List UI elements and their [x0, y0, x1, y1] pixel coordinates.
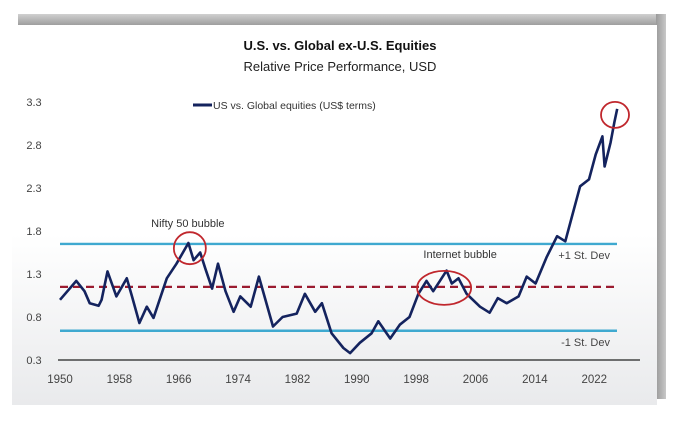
std-dev-label: -1 St. Dev: [561, 337, 610, 349]
frame-shadow-right: [656, 14, 666, 399]
y-tick-label: 0.3: [26, 355, 41, 367]
nifty-bubble-circle: [172, 231, 207, 266]
x-tick-label: 1958: [107, 374, 133, 386]
y-tick-label: 3.3: [26, 97, 41, 109]
x-tick-label: 2014: [522, 374, 548, 386]
y-tick-label: 1.8: [26, 226, 41, 238]
internet-bubble-circle: [416, 269, 473, 306]
legend: US vs. Global equities (US$ terms): [193, 100, 376, 112]
x-tick-label: 1966: [166, 374, 192, 386]
nifty-bubble-label: Nifty 50 bubble: [151, 218, 224, 230]
frame-shadow-top: [18, 14, 666, 26]
x-tick-label: 1950: [47, 374, 73, 386]
reference-lines: +1 St. Dev -1 St. Dev: [60, 242, 617, 349]
chart-card: [12, 25, 657, 405]
y-tick-label: 2.8: [26, 140, 41, 152]
y-tick-label: 2.3: [26, 183, 41, 195]
x-tick-label: 1982: [285, 374, 311, 386]
x-tick-label: 1998: [403, 374, 429, 386]
x-tick-label: 1990: [344, 374, 370, 386]
annotations: Nifty 50 bubble Internet bubble: [151, 101, 630, 306]
x-tick-label: 1974: [225, 374, 251, 386]
chart-subtitle: Relative Price Performance, USD: [244, 59, 437, 74]
x-tick-label: 2022: [581, 374, 607, 386]
x-tick-label: 2006: [463, 374, 489, 386]
legend-label: US vs. Global equities (US$ terms): [213, 100, 376, 112]
chart-title: U.S. vs. Global ex-U.S. Equities: [244, 38, 437, 53]
internet-bubble-label: Internet bubble: [423, 249, 496, 261]
series-line: [59, 108, 619, 355]
current-level-circle: [600, 101, 630, 129]
std-dev-label: +1 St. Dev: [558, 250, 610, 262]
y-tick-label: 1.3: [26, 269, 41, 281]
y-tick-label: 0.8: [26, 312, 41, 324]
y-axis: 0.3 0.8 1.3 1.8 2.3 2.8 3.3: [26, 97, 41, 367]
x-axis: 1950 1958 1966 1974 1982 1990 1998 2006 2014 2022: [47, 359, 640, 386]
